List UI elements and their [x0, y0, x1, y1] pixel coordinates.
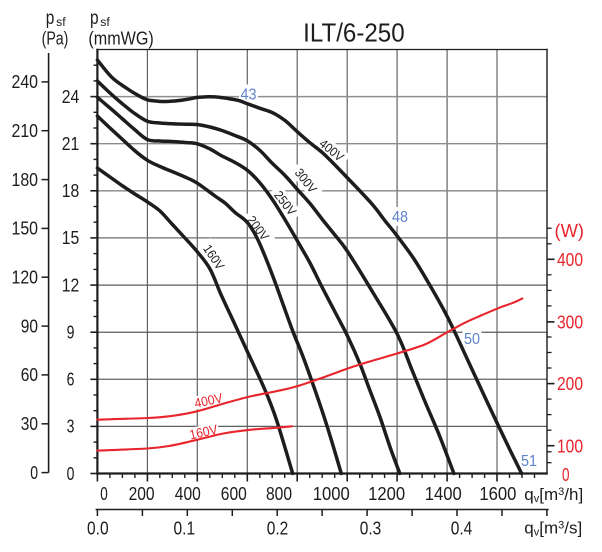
svg-text:0.3: 0.3	[360, 517, 382, 538]
svg-text:150: 150	[12, 218, 39, 239]
svg-text:30: 30	[21, 413, 38, 434]
svg-text:300: 300	[557, 312, 583, 333]
svg-text:1200: 1200	[368, 483, 405, 504]
svg-text:21: 21	[62, 133, 80, 154]
svg-text:180: 180	[12, 169, 39, 190]
svg-text:(W): (W)	[555, 221, 585, 241]
svg-text:ILT/6-250: ILT/6-250	[303, 17, 405, 47]
svg-text:qv[m3/h]: qv[m3/h]	[524, 485, 583, 505]
svg-text:0.1: 0.1	[174, 517, 196, 538]
svg-text:160V: 160V	[188, 422, 219, 443]
svg-text:200: 200	[129, 483, 155, 504]
svg-text:100: 100	[557, 435, 583, 456]
svg-text:0: 0	[30, 462, 38, 483]
svg-text:0.0: 0.0	[87, 517, 109, 538]
svg-text:(mmWG): (mmWG)	[88, 29, 153, 49]
svg-text:50: 50	[464, 331, 480, 348]
svg-text:51: 51	[521, 453, 537, 470]
svg-text:240: 240	[12, 71, 39, 92]
svg-text:210: 210	[12, 120, 39, 141]
svg-text:p: p	[90, 8, 99, 29]
svg-text:1000: 1000	[313, 483, 350, 504]
svg-text:90: 90	[21, 315, 38, 336]
svg-text:0: 0	[562, 465, 570, 485]
svg-text:400: 400	[557, 249, 583, 270]
svg-text:0.2: 0.2	[267, 517, 289, 538]
svg-text:6: 6	[67, 369, 75, 390]
svg-text:400: 400	[175, 483, 201, 504]
svg-text:60: 60	[21, 364, 38, 385]
svg-text:48: 48	[392, 209, 408, 226]
svg-text:200: 200	[557, 373, 583, 394]
svg-text:9: 9	[67, 321, 75, 342]
svg-text:3: 3	[67, 416, 75, 437]
svg-text:p: p	[46, 8, 55, 29]
svg-text:sf: sf	[56, 17, 66, 29]
svg-text:12: 12	[62, 274, 80, 295]
svg-text:0: 0	[100, 483, 108, 504]
svg-text:800: 800	[266, 483, 292, 504]
svg-text:43: 43	[241, 87, 257, 104]
svg-text:sf: sf	[100, 17, 110, 29]
svg-text:24: 24	[62, 86, 80, 107]
svg-text:(Pa): (Pa)	[42, 29, 69, 49]
svg-text:600: 600	[221, 483, 247, 504]
svg-text:0: 0	[67, 463, 75, 484]
svg-text:1400: 1400	[425, 483, 462, 504]
svg-text:120: 120	[12, 267, 39, 288]
svg-text:qv[m3/s]: qv[m3/s]	[524, 519, 582, 539]
svg-text:0.4: 0.4	[451, 517, 473, 538]
svg-text:400V: 400V	[193, 390, 224, 411]
svg-text:18: 18	[62, 180, 80, 201]
svg-text:1600: 1600	[479, 483, 516, 504]
svg-text:15: 15	[62, 227, 80, 248]
